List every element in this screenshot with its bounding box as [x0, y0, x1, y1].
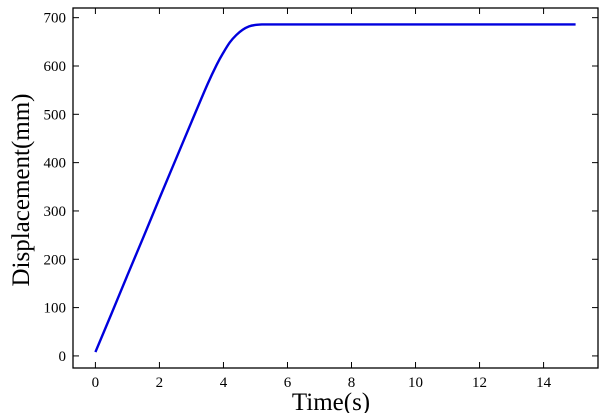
x-tick-label: 0 [92, 375, 100, 391]
y-tick-label: 700 [44, 11, 67, 27]
x-tick-label: 2 [156, 375, 164, 391]
x-tick-label: 4 [220, 375, 228, 391]
x-tick-label: 14 [536, 375, 552, 391]
y-tick-label: 300 [44, 204, 67, 220]
x-tick-label: 6 [284, 375, 292, 391]
x-axis-title: Time(s) [292, 389, 370, 413]
x-tick-label: 12 [472, 375, 487, 391]
y-axis-title: Displacement(mm) [8, 94, 35, 287]
series-line-0 [94, 23, 576, 353]
y-tick-label: 100 [44, 301, 67, 317]
y-tick-label: 400 [44, 156, 67, 172]
y-tick-label: 0 [59, 349, 67, 365]
x-tick-label: 8 [348, 375, 356, 391]
plot-layer [94, 23, 576, 353]
y-tick-label: 600 [44, 59, 67, 75]
y-tick-label: 500 [44, 107, 67, 123]
ticks-layer: 0 2 4 6 8 10 12 14 0 100 200 300 400 500 600 700 [44, 8, 598, 391]
x-tick-label: 10 [408, 375, 423, 391]
plot-frame [72, 7, 599, 369]
y-tick-label: 200 [44, 252, 67, 268]
